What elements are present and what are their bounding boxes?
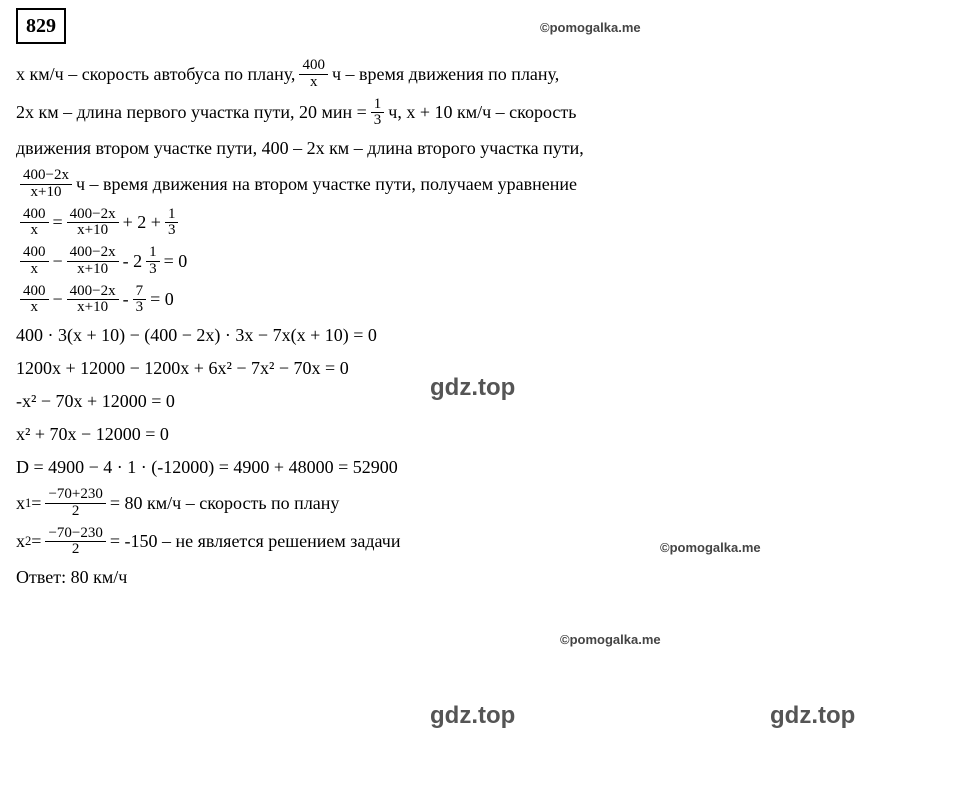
- text: x км/ч – скорость автобуса по плану,: [16, 61, 295, 88]
- denominator: x: [28, 300, 42, 316]
- text: = -150 – не является решением задачи: [110, 528, 401, 555]
- text: ч – время движения на втором участке пут…: [76, 171, 577, 198]
- watermark-gdz: gdz.top: [430, 370, 515, 406]
- text-line-1: x км/ч – скорость автобуса по плану, 400…: [16, 58, 944, 91]
- denominator: x: [28, 223, 42, 239]
- text: x: [16, 490, 25, 517]
- operator: -: [123, 286, 129, 313]
- numerator: −70−230: [45, 526, 105, 543]
- operator: - 2: [123, 248, 143, 275]
- fraction: 400 x: [299, 58, 328, 91]
- fraction: 7 3: [133, 284, 147, 317]
- text: D = 4900 − 4 · 1 · (-12000) = 4900 + 480…: [16, 454, 398, 481]
- watermark-pomogalka: ©pomogalka.me: [560, 630, 661, 650]
- denominator: 2: [69, 542, 83, 558]
- text: 2x км – длина первого участка пути, 20 м…: [16, 99, 367, 126]
- text: =: [31, 528, 41, 555]
- operator: −: [53, 248, 63, 275]
- fraction: 400−2x x+10: [67, 284, 119, 317]
- numerator: 400: [20, 284, 49, 301]
- fraction: 1 3: [165, 207, 179, 240]
- equation-8: D = 4900 − 4 · 1 · (-12000) = 4900 + 480…: [16, 454, 944, 481]
- text: Ответ: 80 км/ч: [16, 564, 127, 591]
- denominator: 3: [133, 300, 147, 316]
- text: = 0: [150, 286, 174, 313]
- numerator: 400−2x: [67, 284, 119, 301]
- fraction: 400−2x x+10: [67, 207, 119, 240]
- text: = 80 км/ч – скорость по плану: [110, 490, 340, 517]
- denominator: x+10: [74, 300, 111, 316]
- numerator: 7: [133, 284, 147, 301]
- denominator: 3: [165, 223, 179, 239]
- watermark-gdz: gdz.top: [430, 698, 515, 734]
- denominator: x: [28, 262, 42, 278]
- text: 400 · 3(x + 10) − (400 − 2x) · 3x − 7x(x…: [16, 322, 377, 349]
- text: = 0: [164, 248, 188, 275]
- watermark-pomogalka: ©pomogalka.me: [660, 538, 761, 558]
- denominator: x+10: [28, 185, 65, 201]
- equation-3: 400 x − 400−2x x+10 - 7 3 = 0: [16, 284, 944, 317]
- text: x: [16, 528, 25, 555]
- text: 1200x + 12000 − 1200x + 6x² − 7x² − 70x …: [16, 355, 349, 382]
- text: -x² − 70x + 12000 = 0: [16, 388, 175, 415]
- fraction: 400 x: [20, 245, 49, 278]
- fraction: 400−2x x+10: [20, 168, 72, 201]
- text: =: [31, 490, 41, 517]
- denominator: 2: [69, 504, 83, 520]
- equation-1: 400 x = 400−2x x+10 + 2 + 1 3: [16, 207, 944, 240]
- watermark-gdz: gdz.top: [770, 698, 855, 734]
- text-line-2: 2x км – длина первого участка пути, 20 м…: [16, 97, 944, 130]
- solution-x2: x 2 = −70−230 2 = -150 – не является реше…: [16, 526, 944, 559]
- operator: =: [53, 209, 63, 236]
- text: движения втором участке пути, 400 – 2x к…: [16, 135, 584, 162]
- text-line-3: движения втором участке пути, 400 – 2x к…: [16, 135, 944, 162]
- denominator: x: [307, 75, 321, 91]
- operator: −: [53, 286, 63, 313]
- numerator: 1: [165, 207, 179, 224]
- equation-4: 400 · 3(x + 10) − (400 − 2x) · 3x − 7x(x…: [16, 322, 944, 349]
- denominator: x+10: [74, 223, 111, 239]
- fraction: 400 x: [20, 284, 49, 317]
- fraction: 400 x: [20, 207, 49, 240]
- fraction: 1 3: [146, 245, 160, 278]
- text: ч – время движения по плану,: [332, 61, 559, 88]
- denominator: x+10: [74, 262, 111, 278]
- text: x² + 70x − 12000 = 0: [16, 421, 169, 448]
- problem-number: 829: [16, 8, 66, 44]
- answer-line: Ответ: 80 км/ч: [16, 564, 944, 591]
- fraction: −70−230 2: [45, 526, 105, 559]
- equation-2: 400 x − 400−2x x+10 - 2 1 3 = 0: [16, 245, 944, 278]
- numerator: 400: [20, 207, 49, 224]
- numerator: 1: [146, 245, 160, 262]
- equation-7: x² + 70x − 12000 = 0: [16, 421, 944, 448]
- numerator: 400−2x: [67, 245, 119, 262]
- fraction: −70+230 2: [45, 487, 105, 520]
- fraction: 400−2x x+10: [67, 245, 119, 278]
- numerator: 400: [299, 58, 328, 75]
- fraction: 1 3: [371, 97, 385, 130]
- numerator: 400: [20, 245, 49, 262]
- text: ч, x + 10 км/ч – скорость: [388, 99, 576, 126]
- numerator: −70+230: [45, 487, 105, 504]
- numerator: 400−2x: [67, 207, 119, 224]
- text-line-4: 400−2x x+10 ч – время движения на втором…: [16, 168, 944, 201]
- operator: + 2 +: [123, 209, 161, 236]
- numerator: 400−2x: [20, 168, 72, 185]
- watermark-pomogalka: ©pomogalka.me: [540, 18, 641, 38]
- denominator: 3: [371, 113, 385, 129]
- numerator: 1: [371, 97, 385, 114]
- solution-x1: x1 = −70+230 2 = 80 км/ч – скорость по п…: [16, 487, 944, 520]
- denominator: 3: [146, 262, 160, 278]
